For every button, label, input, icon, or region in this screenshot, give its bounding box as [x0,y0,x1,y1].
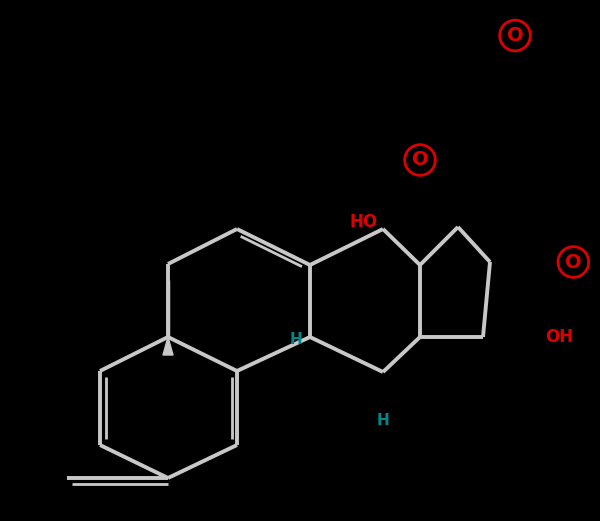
Text: OH: OH [545,328,573,346]
Text: H: H [289,331,302,346]
Text: O: O [565,253,581,271]
Text: HO: HO [350,213,378,231]
Text: H: H [377,413,389,428]
Text: O: O [412,151,428,169]
Text: O: O [506,26,523,45]
Polygon shape [163,337,173,355]
